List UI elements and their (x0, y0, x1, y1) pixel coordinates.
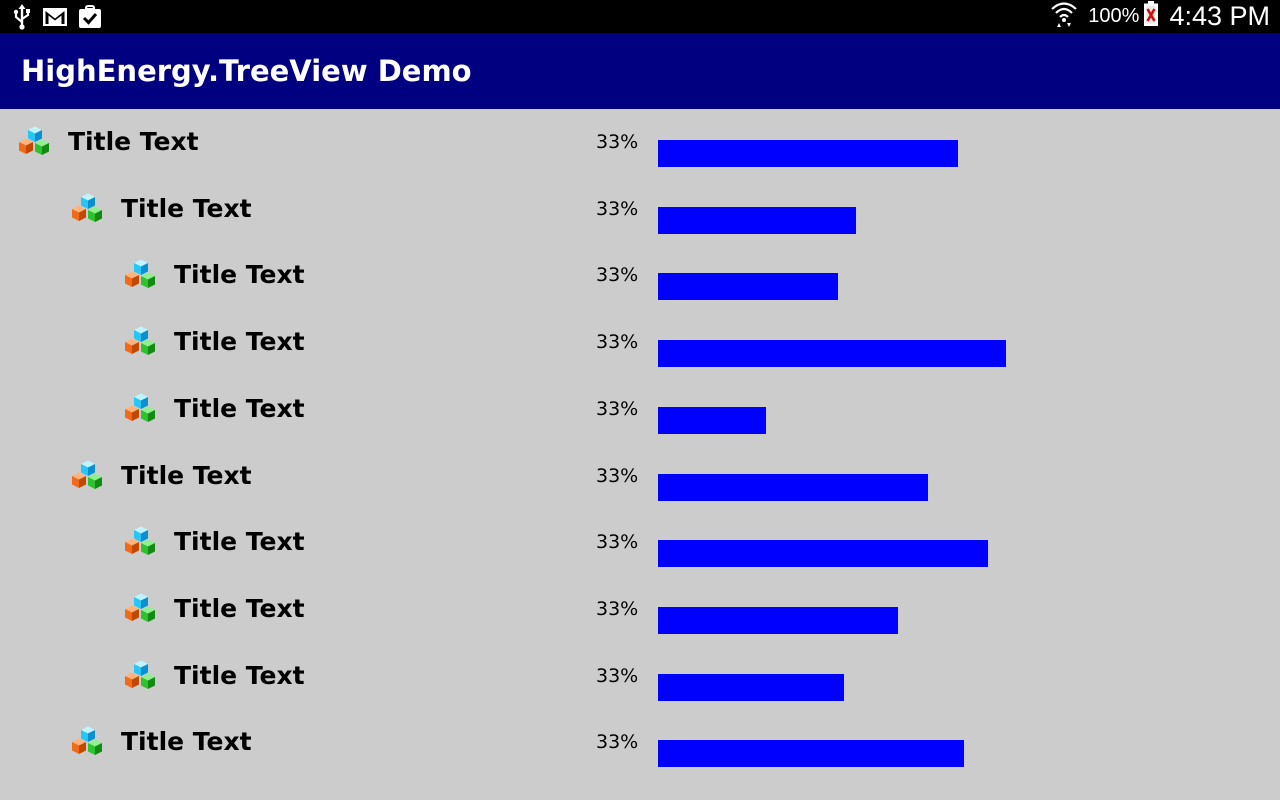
battery-icon (1143, 1, 1159, 32)
node-progress-bar (658, 474, 928, 501)
node-percent: 33% (596, 398, 639, 420)
clock: 4:43 PM (1169, 1, 1270, 31)
battery-percent: 100% (1088, 5, 1140, 27)
gmail-icon (42, 7, 68, 27)
node-progress-bar (658, 740, 964, 767)
tree-node[interactable]: Title Text 33% (0, 376, 1280, 442)
node-title: Title Text (121, 461, 252, 490)
notification-icons (12, 3, 102, 30)
tree-node[interactable]: Title Text 33% (0, 309, 1280, 375)
tree-node[interactable]: Title Text 33% (0, 509, 1280, 575)
cubes-icon (124, 659, 158, 693)
tree-node[interactable]: Title Text 33% (0, 109, 1280, 175)
cubes-icon (71, 725, 105, 759)
node-title: Title Text (121, 727, 252, 756)
node-progress-bar (658, 140, 958, 167)
status-bar: 100% 4:43 PM (0, 0, 1280, 33)
node-title: Title Text (174, 260, 305, 289)
wifi-icon (1050, 0, 1078, 33)
cubes-icon (71, 459, 105, 493)
cubes-icon (124, 392, 158, 426)
cubes-icon (18, 125, 52, 159)
node-progress-bar (658, 207, 856, 234)
node-progress-bar (658, 407, 766, 434)
node-percent: 33% (596, 198, 639, 220)
cubes-icon (124, 258, 158, 292)
system-indicators: 100% 4:43 PM (1050, 0, 1270, 33)
tree-node[interactable]: Title Text 33% (0, 176, 1280, 242)
task-check-icon (78, 4, 102, 29)
node-title: Title Text (174, 527, 305, 556)
tree-node[interactable]: Title Text 33% (0, 576, 1280, 642)
node-percent: 33% (596, 264, 639, 286)
node-progress-bar (658, 607, 898, 634)
node-percent: 33% (596, 665, 639, 687)
node-percent: 33% (596, 598, 639, 620)
node-progress-bar (658, 340, 1006, 367)
node-title: Title Text (174, 327, 305, 356)
node-percent: 33% (596, 531, 639, 553)
cubes-icon (124, 525, 158, 559)
tree-node[interactable]: Title Text 33% (0, 643, 1280, 709)
node-progress-bar (658, 273, 838, 300)
node-percent: 33% (596, 465, 639, 487)
node-progress-bar (658, 674, 844, 701)
tree-node[interactable]: Title Text 33% (0, 443, 1280, 509)
node-percent: 33% (596, 131, 639, 153)
cubes-icon (124, 325, 158, 359)
cubes-icon (124, 592, 158, 626)
node-percent: 33% (596, 731, 639, 753)
node-title: Title Text (174, 594, 305, 623)
node-title: Title Text (174, 394, 305, 423)
cubes-icon (71, 192, 105, 226)
node-title: Title Text (121, 194, 252, 223)
action-bar: HighEnergy.TreeView Demo (0, 33, 1280, 109)
node-percent: 33% (596, 331, 639, 353)
node-title: Title Text (174, 661, 305, 690)
tree-node[interactable]: Title Text 33% (0, 709, 1280, 775)
app-title: HighEnergy.TreeView Demo (21, 54, 472, 88)
node-progress-bar (658, 540, 988, 567)
tree-node[interactable]: Title Text 33% (0, 242, 1280, 308)
node-title: Title Text (68, 127, 199, 156)
usb-icon (12, 3, 32, 30)
